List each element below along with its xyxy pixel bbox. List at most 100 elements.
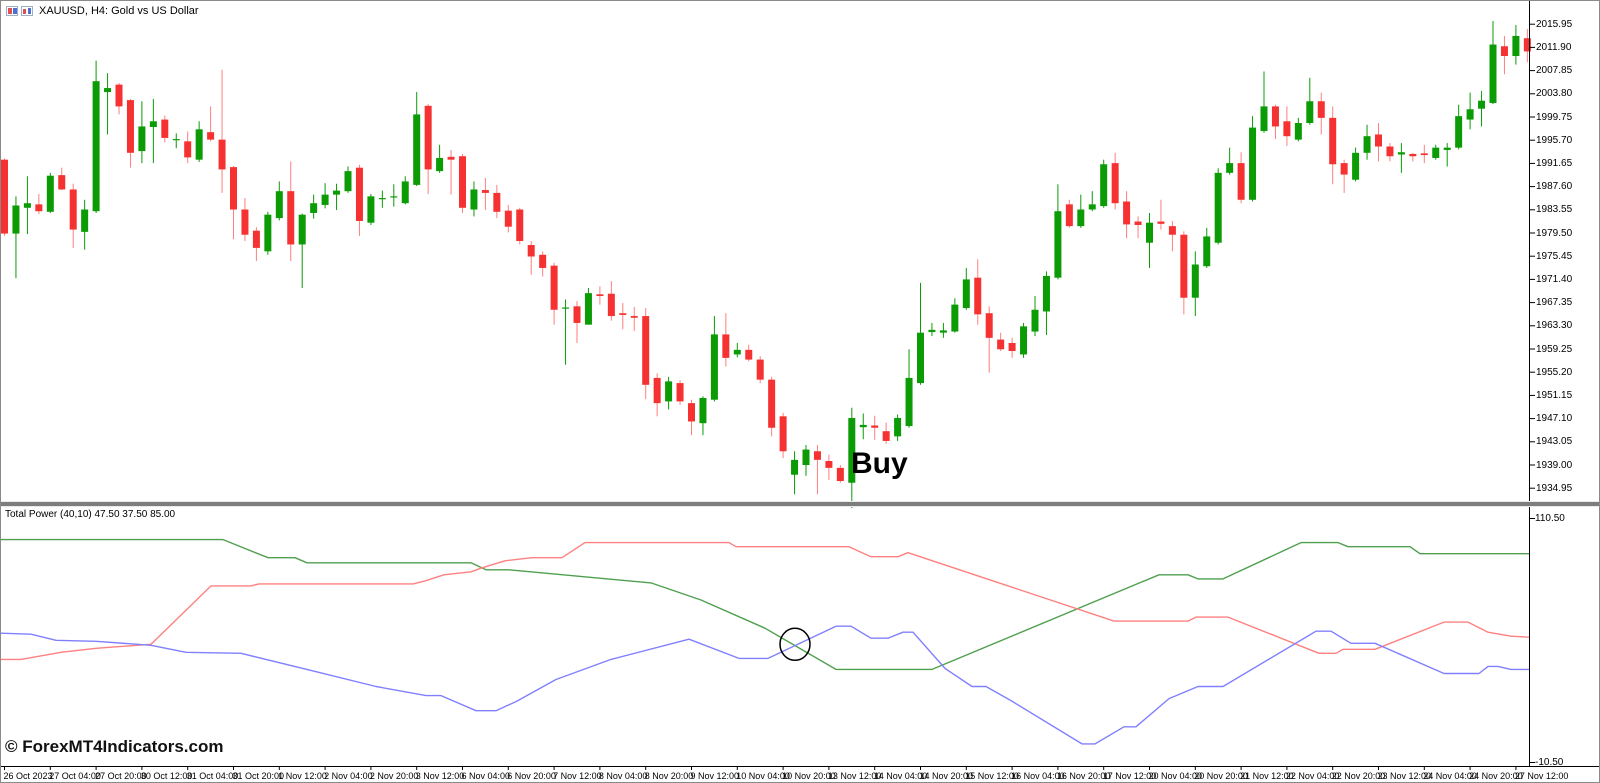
price-tick-label: 1939.00 (1536, 459, 1573, 471)
time-tick-label: 24 Nov 20:00 (1469, 771, 1523, 781)
candle-body (1191, 264, 1199, 298)
candle-body (264, 214, 272, 252)
candle-body (378, 198, 386, 200)
candle-body (81, 209, 89, 232)
pane-splitter[interactable] (1, 501, 1599, 507)
time-tick-label: 24 Nov 04:00 (1423, 771, 1477, 781)
candle-body (115, 84, 123, 107)
chart-window-icon (6, 6, 18, 16)
candle-body (161, 119, 169, 138)
price-tick-label: 1959.25 (1536, 343, 1573, 355)
candle-body (126, 100, 134, 153)
candle-body (527, 245, 535, 257)
time-tick-label: 26 Oct 2023 (3, 771, 53, 781)
candle-body (539, 254, 547, 268)
candle-body (46, 175, 54, 212)
time-tick-label: 16 Nov 20:00 (1056, 771, 1111, 781)
time-tick-label: 6 Nov 04:00 (461, 771, 511, 781)
time-tick-label: 2 Nov 04:00 (324, 771, 373, 781)
candle-body (1249, 127, 1257, 200)
candle-body (1317, 101, 1325, 118)
candle-body (1088, 204, 1096, 210)
price-tick-label: 1995.70 (1536, 134, 1573, 146)
time-tick-label: 13 Nov 12:00 (827, 771, 882, 781)
candle-body (1134, 221, 1142, 225)
candle-body (1455, 116, 1463, 148)
candle-body (722, 334, 730, 358)
candle-body (447, 156, 455, 160)
chart-titlebar: XAUUSD, H4: Gold vs US Dollar (6, 4, 199, 18)
candle-body (665, 381, 673, 402)
time-tick-label: 8 Nov 04:00 (598, 771, 648, 781)
candle-body (836, 467, 844, 482)
candle-body (1203, 236, 1211, 267)
candle-body (481, 190, 489, 193)
indicator-label: Total Power (40,10) 47.50 37.50 85.00 (5, 509, 176, 520)
price-tick-label: 1979.50 (1536, 227, 1573, 239)
candle-body (12, 205, 20, 234)
candle-body (676, 383, 684, 402)
time-tick-label: 21 Nov 12:00 (1240, 771, 1294, 781)
crossing-circle-marker (779, 627, 811, 662)
chart-title: XAUUSD, H4: Gold vs US Dollar (39, 5, 199, 17)
candle-body (688, 403, 695, 422)
time-tick-label: 30 Oct 12:00 (140, 771, 193, 781)
time-tick-label: 9 Nov 12:00 (690, 771, 740, 781)
candle-body (1226, 163, 1234, 173)
time-tick-label: 22 Nov 04:00 (1285, 771, 1340, 781)
candle-body (1, 159, 8, 234)
price-tick-label: 1983.55 (1536, 204, 1573, 216)
price-tick-label: 1987.60 (1536, 181, 1573, 193)
candle-body (894, 418, 902, 437)
time-tick-label: 27 Nov 12:00 (1514, 771, 1569, 781)
candle-body (1443, 147, 1451, 150)
candle-body (779, 416, 787, 452)
candle-body (344, 171, 352, 192)
price-tick-label: 1955.20 (1536, 366, 1573, 378)
candle-body (241, 209, 249, 235)
candle-body (92, 81, 100, 212)
candle-body (745, 349, 753, 360)
candle-body (1260, 106, 1268, 132)
candle-body (195, 129, 203, 160)
candle-body (1375, 134, 1382, 147)
candle-body (1363, 136, 1371, 153)
time-tick-label: 20 Nov 20:00 (1194, 771, 1248, 781)
time-tick-label: 22 Nov 20:00 (1331, 771, 1386, 781)
price-tick-label: 1967.35 (1536, 297, 1573, 309)
time-tick-label: 31 Oct 20:00 (232, 771, 285, 781)
candle-body (1409, 153, 1417, 157)
time-axis-border (1, 766, 1599, 767)
candle-body (413, 114, 421, 185)
candle-body (184, 141, 192, 158)
candle-body (424, 105, 432, 170)
candle-body (287, 191, 295, 245)
candle-body (390, 196, 398, 198)
candle-body (23, 203, 31, 208)
candle-body (1329, 117, 1337, 165)
time-tick-label: 10 Nov 20:00 (782, 771, 836, 781)
candle-body (1306, 101, 1314, 124)
candle-body (917, 332, 924, 384)
candle-body (104, 88, 112, 93)
time-tick-label: 23 Nov 12:00 (1377, 771, 1432, 781)
candle-body (333, 190, 341, 195)
candle-body (470, 189, 478, 210)
candle-body (1157, 221, 1165, 224)
candle-body (997, 339, 1005, 350)
candle-body (1123, 201, 1131, 225)
time-tick-label: 17 Nov 12:00 (1102, 771, 1157, 781)
price-tick-label: 1963.30 (1536, 320, 1573, 332)
candle-body (756, 359, 764, 380)
time-tick-label: 27 Oct 04:00 (49, 771, 101, 781)
candlestick-mode-icon (21, 6, 33, 16)
candle-body (1168, 226, 1176, 235)
candle-body (859, 424, 867, 428)
price-tick-label: 1951.15 (1536, 389, 1573, 401)
candle-body (207, 132, 215, 140)
time-tick-label: 8 Nov 20:00 (644, 771, 694, 781)
candle-body (619, 313, 627, 315)
candle-body (138, 126, 146, 152)
candle-body (1512, 35, 1520, 56)
